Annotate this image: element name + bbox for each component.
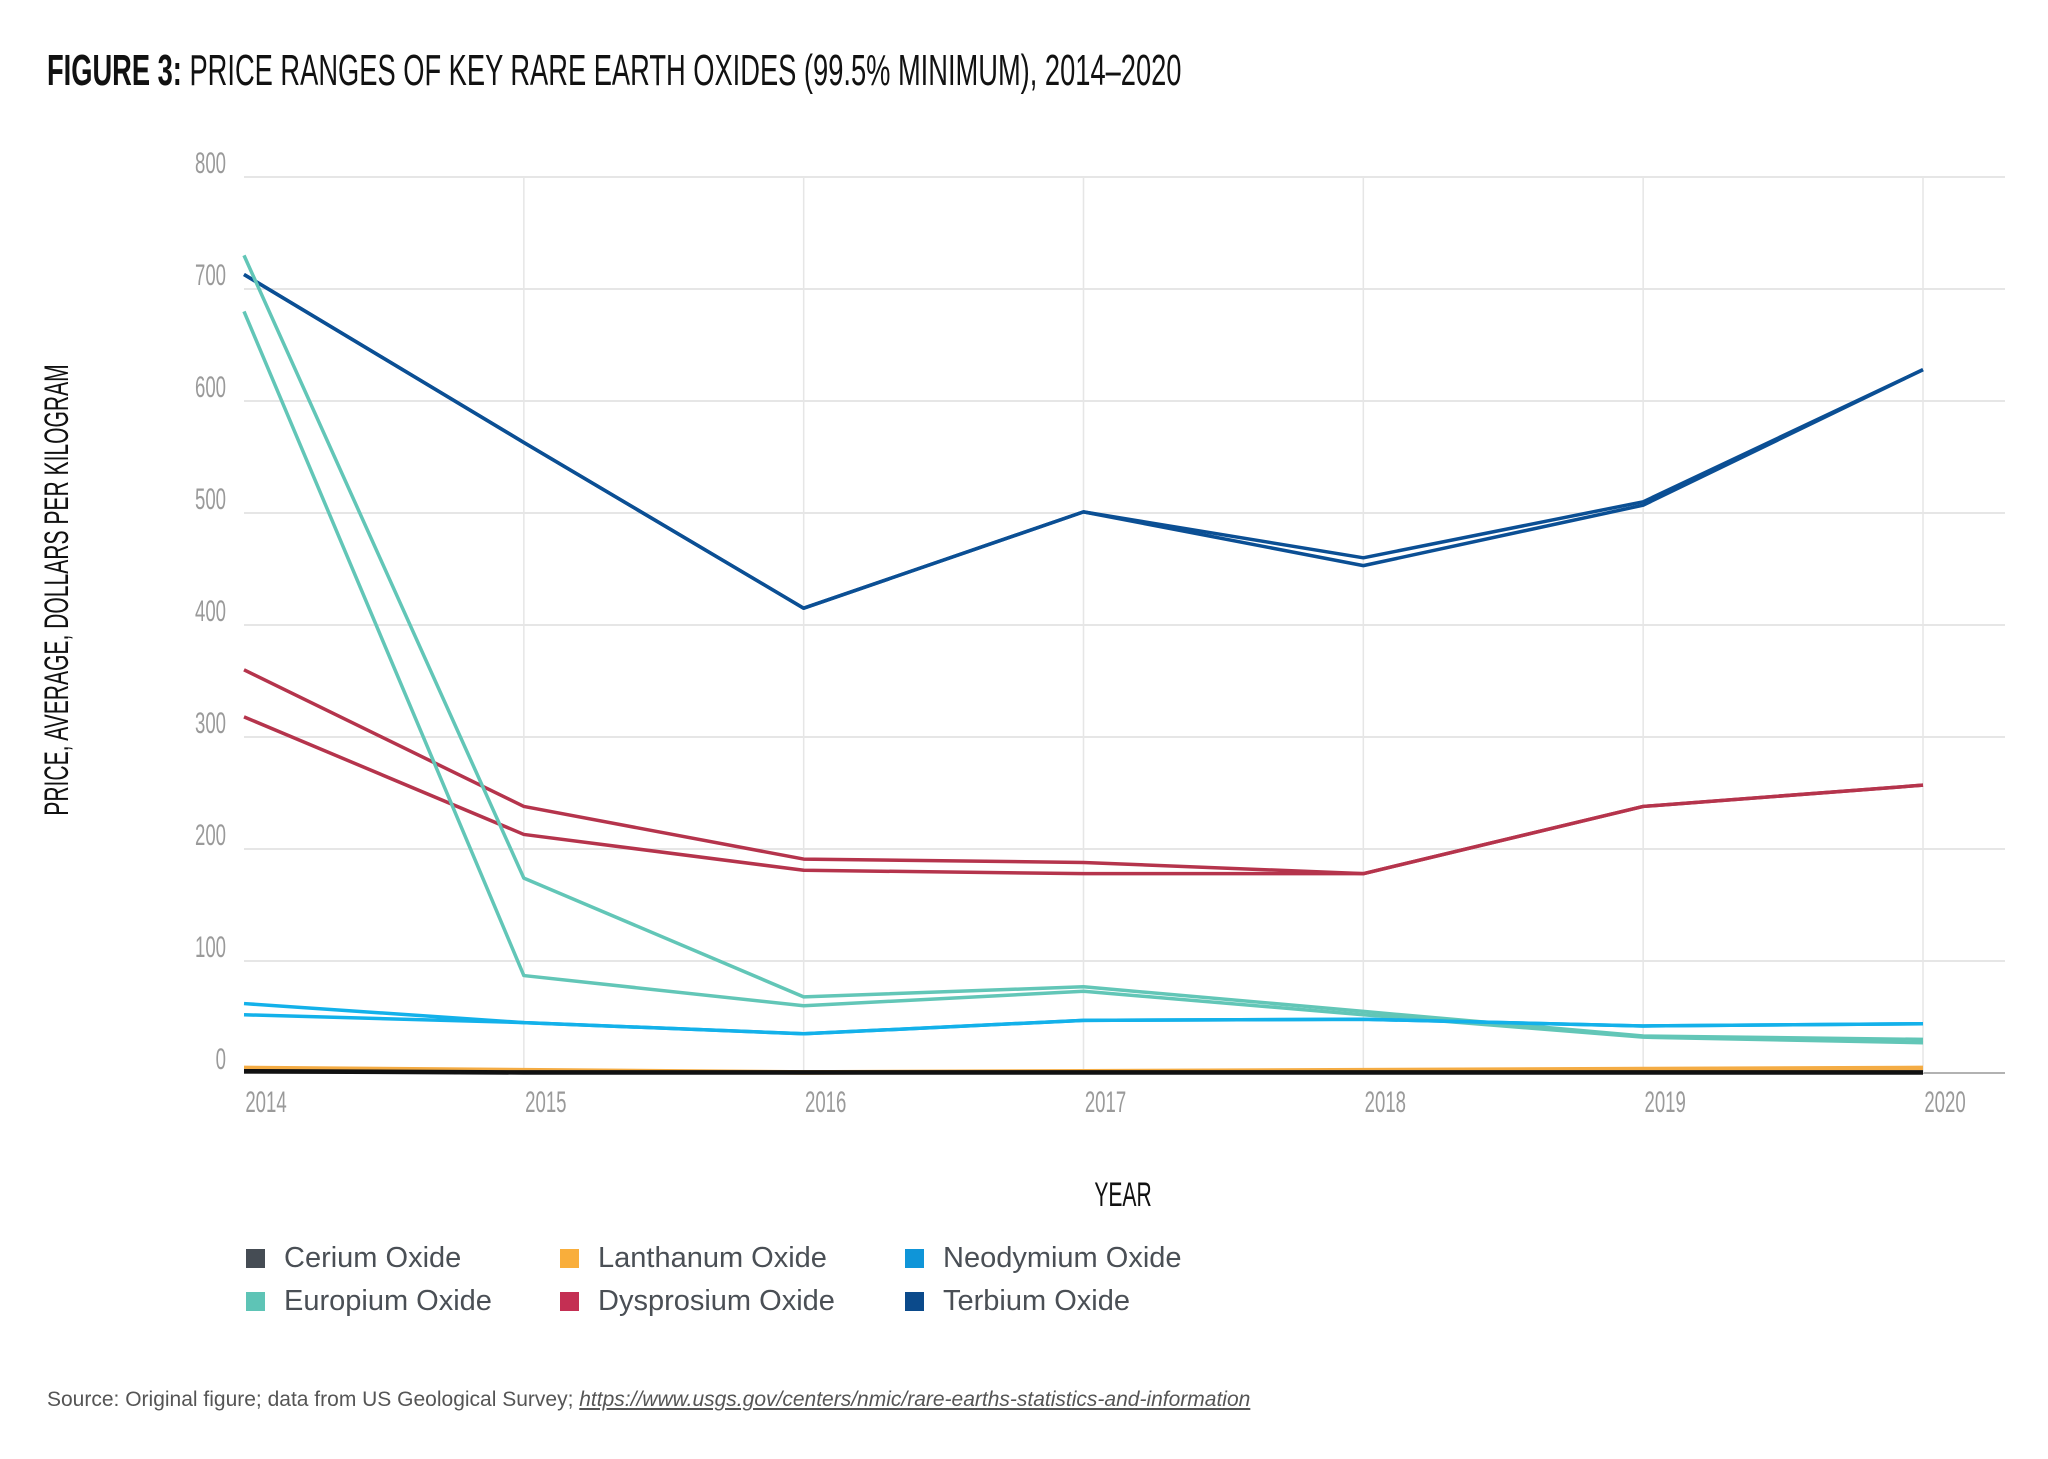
x-tick-label: 2020 <box>1924 1086 1965 1120</box>
figure-title: PRICE RANGES OF KEY RARE EARTH OXIDES (9… <box>189 46 1182 95</box>
legend-label: Neodymium Oxide <box>943 1242 1182 1274</box>
series-lines <box>242 254 1924 1075</box>
legend-label: Cerium Oxide <box>284 1242 462 1274</box>
legend-item: Neodymium Oxide <box>905 1242 1182 1275</box>
legend-swatch <box>246 1292 265 1311</box>
x-axis-label: YEAR <box>1094 1175 1151 1213</box>
chart-title: FIGURE 3: PRICE RANGES OF KEY RARE EARTH… <box>47 46 1181 96</box>
legend-item: Europium Oxide <box>246 1285 492 1318</box>
source-link[interactable]: https://www.usgs.gov/centers/nmic/rare-e… <box>579 1388 1251 1411</box>
y-tick-label: 100 <box>195 931 226 965</box>
legend-label: Europium Oxide <box>284 1285 492 1317</box>
x-tick-label: 2019 <box>1644 1086 1685 1120</box>
x-tick-label: 2014 <box>245 1086 286 1120</box>
x-tick-label: 2016 <box>805 1086 846 1120</box>
y-tick-label: 800 <box>195 147 226 181</box>
legend-label: Dysprosium Oxide <box>598 1285 835 1317</box>
y-tick-label: 500 <box>195 483 226 517</box>
y-tick-label: 0 <box>216 1043 226 1077</box>
y-tick-label: 700 <box>195 259 226 293</box>
grid <box>244 176 2005 1074</box>
y-tick-label: 200 <box>195 819 226 853</box>
dysprosium-oxide-low-line <box>243 715 1924 876</box>
legend-swatch <box>560 1292 579 1311</box>
legend-swatch <box>246 1249 265 1268</box>
y-tick-label: 300 <box>195 707 226 741</box>
legend-item: Dysprosium Oxide <box>560 1285 835 1318</box>
legend-swatch <box>905 1249 924 1268</box>
x-tick-label: 2018 <box>1365 1086 1406 1120</box>
europium-oxide-low-line <box>242 310 1924 1045</box>
legend-swatch <box>560 1249 579 1268</box>
figure-label: FIGURE 3: <box>47 46 182 95</box>
legend-item: Lanthanum Oxide <box>560 1242 827 1275</box>
legend-label: Terbium Oxide <box>943 1285 1130 1317</box>
y-axis-label: PRICE, AVERAGE, DOLLARS PER KILOGRAM <box>37 364 75 815</box>
legend-label: Lanthanum Oxide <box>598 1242 827 1274</box>
source-note: Source: Original figure; data from US Ge… <box>47 1388 1250 1412</box>
terbium-oxide-low-line <box>243 272 1924 610</box>
y-tick-label: 600 <box>195 371 226 405</box>
legend-swatch <box>905 1292 924 1311</box>
x-tick-label: 2015 <box>525 1086 566 1120</box>
cerium-oxide-low-line <box>243 1070 1923 1075</box>
legend-item: Terbium Oxide <box>905 1285 1130 1318</box>
y-tick-label: 400 <box>195 595 226 629</box>
neodymium-oxide-low-line <box>243 1013 1924 1036</box>
source-text: Source: Original figure; data from US Ge… <box>47 1388 574 1411</box>
x-tick-label: 2017 <box>1085 1086 1126 1120</box>
legend-item: Cerium Oxide <box>246 1242 461 1275</box>
tick-labels: 0 100 200 300 400 500 600 700 800 2014 2015 2016 201… <box>195 147 1966 1120</box>
